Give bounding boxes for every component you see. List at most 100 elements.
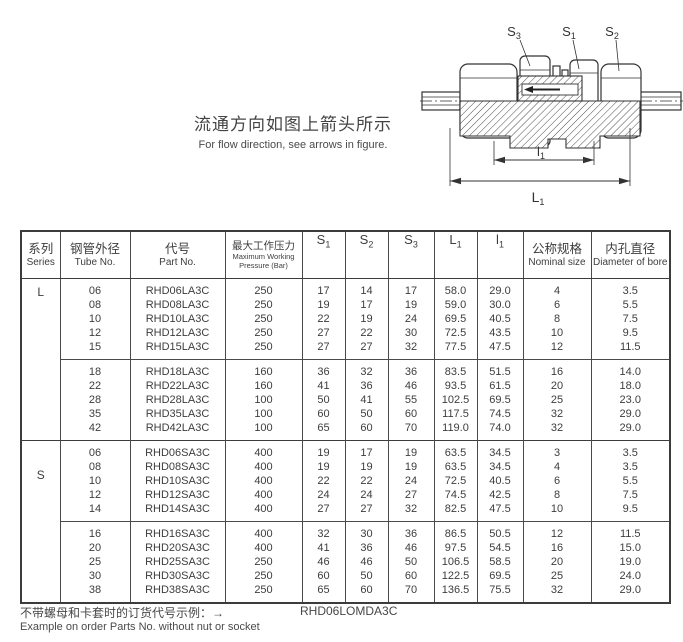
- table-cell: 12: [59, 488, 131, 502]
- table-cell: 32: [522, 583, 592, 603]
- table-row: 30 RHD30SA3C 250 60 50 60 122.5 69.5 25 24.0: [21, 569, 671, 583]
- table-cell: 19: [301, 298, 346, 312]
- table-cell: 6: [522, 298, 592, 312]
- table-cell: 22: [301, 474, 346, 488]
- table-cell: 32: [387, 340, 435, 360]
- table-cell: RHD18LA3C: [129, 359, 226, 379]
- table-cell: 69.5: [476, 569, 524, 583]
- col-header-s2: S2: [344, 231, 389, 279]
- table-cell: 160: [224, 359, 303, 379]
- table-cell: RHD35LA3C: [129, 407, 226, 421]
- table-cell: 28: [59, 393, 131, 407]
- table-cell: 97.5: [433, 541, 478, 555]
- table-cell: RHD12SA3C: [129, 488, 226, 502]
- table-cell: 74.0: [476, 421, 524, 441]
- series-label: S: [20, 440, 61, 603]
- table-cell: 93.5: [433, 379, 478, 393]
- table-cell: 42: [59, 421, 131, 441]
- table-cell: 60: [344, 583, 389, 603]
- table-cell: 17: [344, 440, 389, 460]
- table-cell: 17: [387, 278, 435, 298]
- table-cell: 70: [387, 421, 435, 441]
- table-cell: 20: [59, 541, 131, 555]
- table-cell: 250: [224, 340, 303, 360]
- table-cell: 36: [344, 379, 389, 393]
- table-cell: RHD22LA3C: [129, 379, 226, 393]
- table-cell: 12: [522, 521, 592, 541]
- fitting-cross-section-drawing: S3 S1 S2 l1 L1: [420, 24, 683, 207]
- table-cell: 69.5: [433, 312, 478, 326]
- table-cell: 250: [224, 583, 303, 603]
- table-cell: 11.5: [590, 340, 671, 360]
- table-cell: 36: [344, 541, 389, 555]
- table-cell: 7.5: [590, 488, 671, 502]
- table-cell: 24: [387, 312, 435, 326]
- table-row: 10 RHD10LA3C 250 22 19 24 69.5 40.5 8 7.5: [21, 312, 671, 326]
- table-row: 10 RHD10SA3C 400 22 22 24 72.5 40.5 6 5.5: [21, 474, 671, 488]
- table-cell: 8: [522, 312, 592, 326]
- table-cell: 06: [59, 440, 131, 460]
- table-cell: 7.5: [590, 312, 671, 326]
- table-cell: 34.5: [476, 440, 524, 460]
- table-cell: 250: [224, 569, 303, 583]
- table-cell: 08: [59, 460, 131, 474]
- table-cell: 38: [59, 583, 131, 603]
- table-row: 12 RHD12LA3C 250 27 22 30 72.5 43.5 10 9.5: [21, 326, 671, 340]
- table-cell: 41: [301, 541, 346, 555]
- table-cell: 119.0: [433, 421, 478, 441]
- table-cell: 29.0: [590, 421, 671, 441]
- series-label: L: [20, 278, 61, 441]
- table-cell: RHD16SA3C: [129, 521, 226, 541]
- table-cell: 16: [522, 359, 592, 379]
- table-cell: 20: [522, 379, 592, 393]
- table-cell: 30: [59, 569, 131, 583]
- col-header-nominal-size: 公称规格 Nominal size: [522, 231, 592, 279]
- table-cell: 17: [301, 278, 346, 298]
- table-cell: 51.5: [476, 359, 524, 379]
- table-cell: 60: [301, 407, 346, 421]
- table-cell: 400: [224, 541, 303, 555]
- table-cell: 77.5: [433, 340, 478, 360]
- spec-table: 系列 Series 钢管外径 Tube No. 代号 Part No. 最大工作…: [20, 230, 671, 604]
- table-cell: RHD42LA3C: [129, 421, 226, 441]
- table-cell: 43.5: [476, 326, 524, 340]
- table-cell: 72.5: [433, 326, 478, 340]
- table-cell: 400: [224, 440, 303, 460]
- table-cell: 19: [344, 312, 389, 326]
- table-cell: 19: [344, 460, 389, 474]
- table-cell: RHD08SA3C: [129, 460, 226, 474]
- table-cell: 12: [59, 326, 131, 340]
- label-s1: S1: [562, 24, 576, 41]
- table-cell: 23.0: [590, 393, 671, 407]
- table-cell: 100: [224, 407, 303, 421]
- table-cell: 40.5: [476, 474, 524, 488]
- col-header-l1: l1: [476, 231, 524, 279]
- table-cell: 30.0: [476, 298, 524, 312]
- label-s3: S3: [507, 24, 521, 41]
- table-row: 16 RHD16SA3C 400 32 30 36 86.5 50.5 12 11.5: [21, 521, 671, 541]
- table-cell: 136.5: [433, 583, 478, 603]
- col-header-part-no: 代号 Part No.: [129, 231, 226, 279]
- table-cell: 22: [344, 326, 389, 340]
- table-cell: 58.5: [476, 555, 524, 569]
- table-cell: RHD10LA3C: [129, 312, 226, 326]
- table-row: L 06 RHD06LA3C 250 17 14 17 58.0 29.0 4 3.5: [20, 278, 671, 441]
- table-cell: 70: [387, 583, 435, 603]
- col-header-s3: S3: [387, 231, 435, 279]
- table-cell: 50: [344, 407, 389, 421]
- table-cell: 18.0: [590, 379, 671, 393]
- table-cell: 60: [387, 569, 435, 583]
- table-cell: RHD15LA3C: [129, 340, 226, 360]
- table-cell: 19.0: [590, 555, 671, 569]
- table-cell: 65: [301, 421, 346, 441]
- header-row: 系列 Series 钢管外径 Tube No. 代号 Part No. 最大工作…: [20, 231, 671, 279]
- table-cell: 25: [522, 569, 592, 583]
- table-cell: 41: [301, 379, 346, 393]
- label-s2: S2: [605, 24, 619, 41]
- table-cell: 117.5: [433, 407, 478, 421]
- table-cell: 15: [59, 340, 131, 360]
- table-cell: 3.5: [590, 440, 671, 460]
- table-row: 35 RHD35LA3C 100 60 50 60 117.5 74.5 32 29.0: [21, 407, 671, 421]
- table-cell: 50.5: [476, 521, 524, 541]
